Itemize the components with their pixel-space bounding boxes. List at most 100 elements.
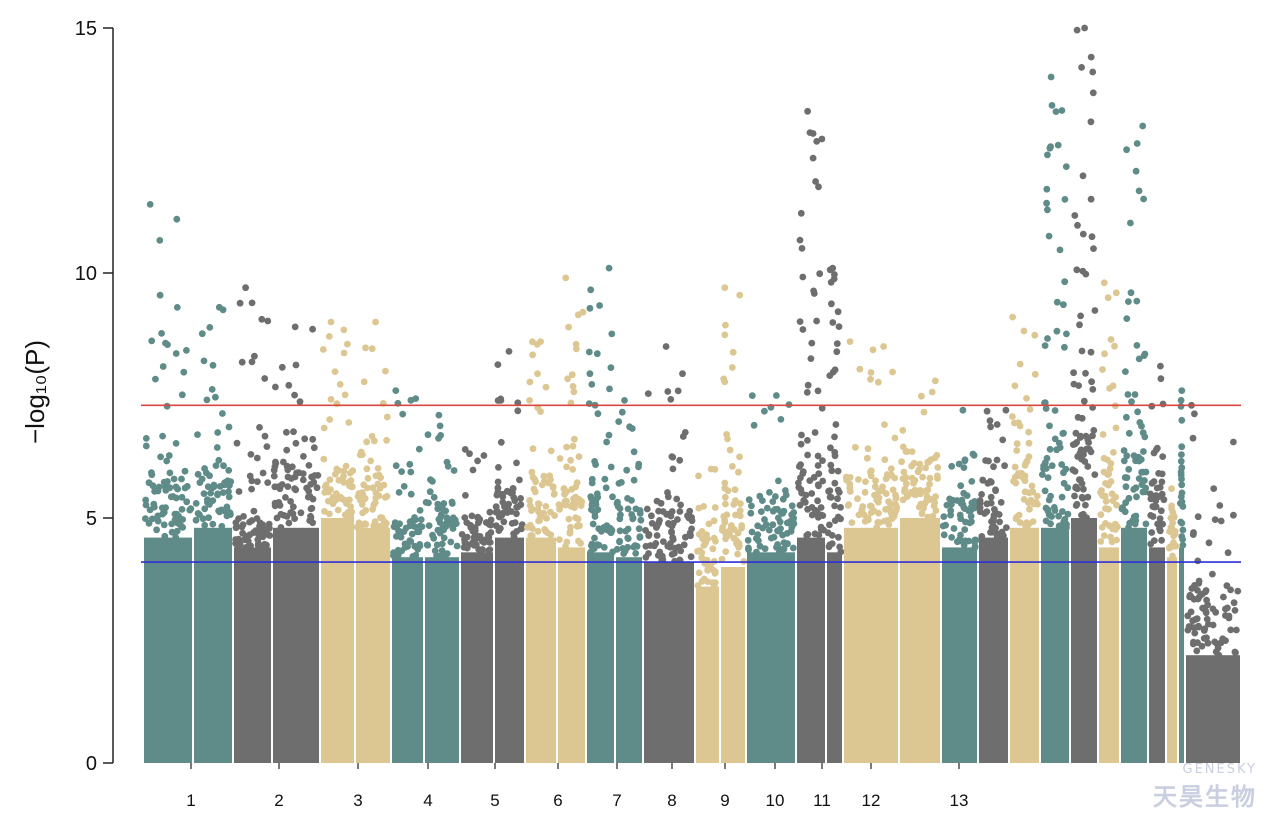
y-tick-label: 15 [75, 18, 97, 40]
snp-point [424, 541, 432, 549]
snp-point [1090, 427, 1098, 434]
snp-point [435, 411, 443, 419]
snp-point [493, 491, 501, 499]
snp-point [1026, 505, 1033, 513]
snp-point [172, 440, 180, 447]
snp-point [534, 370, 541, 378]
snp-point [392, 462, 400, 470]
snp-point [957, 482, 965, 490]
snp-point [1157, 362, 1164, 370]
snp-point [674, 387, 682, 395]
snp-point [1124, 391, 1132, 398]
snp-point [407, 468, 415, 476]
snp-point [834, 467, 842, 475]
chromosome-band [942, 547, 977, 763]
snp-point [542, 527, 550, 535]
snp-point [747, 509, 755, 517]
snp-point [618, 408, 626, 416]
snp-point [722, 548, 730, 555]
snp-point [873, 524, 880, 531]
snp-point [164, 478, 171, 485]
snp-point [837, 548, 845, 556]
snp-point [433, 541, 441, 549]
chromosome-label: 8 [667, 791, 676, 810]
snp-point [400, 483, 408, 490]
snp-point [1168, 485, 1175, 492]
snp-point [1209, 570, 1216, 578]
snp-point [892, 501, 900, 509]
snp-point [960, 504, 968, 511]
snp-point [664, 493, 672, 501]
snp-point [159, 363, 167, 370]
snp-point [236, 299, 244, 307]
snp-point [487, 529, 495, 536]
snp-point [920, 408, 928, 416]
snp-point [529, 473, 537, 481]
chromosome-band [721, 567, 745, 763]
snp-point [856, 365, 864, 373]
snp-point [225, 488, 232, 495]
snp-point [721, 331, 729, 339]
snp-point [261, 375, 269, 382]
snp-point [1061, 343, 1068, 351]
snp-point [509, 485, 517, 492]
snp-point [855, 476, 862, 483]
chromosome-band [1179, 547, 1184, 763]
snp-point [471, 526, 479, 534]
snp-point [632, 550, 640, 557]
snp-point [1056, 444, 1064, 451]
snp-point [154, 517, 162, 525]
snp-point [474, 457, 481, 465]
snp-point [961, 456, 969, 464]
snp-point [695, 530, 703, 538]
snp-point [246, 531, 254, 539]
snp-point [573, 522, 581, 530]
snp-point [956, 511, 964, 519]
snp-point [160, 508, 168, 516]
snp-point [1078, 511, 1085, 519]
snp-point [826, 487, 834, 495]
snp-point [1078, 414, 1086, 422]
snp-point [724, 487, 732, 495]
snp-point [769, 507, 777, 515]
snp-point [812, 178, 819, 185]
snp-point [1210, 485, 1218, 492]
snp-point [871, 491, 878, 499]
snp-point [461, 539, 469, 547]
snp-point [1222, 637, 1229, 644]
snp-point [411, 523, 418, 530]
snp-point [606, 524, 614, 532]
snp-point [374, 480, 382, 488]
chromosome-label: 2 [274, 791, 283, 810]
snp-point [486, 539, 493, 546]
snp-point [809, 154, 817, 162]
snp-point [1194, 587, 1201, 594]
snp-point [636, 534, 644, 541]
snp-point [271, 502, 279, 510]
snp-point [461, 446, 469, 453]
snp-point [867, 502, 875, 510]
snp-point [1178, 481, 1186, 489]
snp-point [709, 545, 717, 553]
snp-point [569, 466, 577, 473]
snp-point [609, 493, 616, 501]
snp-point [1211, 516, 1219, 523]
snp-point [1054, 141, 1062, 149]
snp-point [371, 499, 379, 506]
snp-point [1216, 502, 1224, 509]
snp-point [276, 485, 284, 493]
snp-point [201, 521, 209, 529]
snp-point [966, 519, 974, 527]
snp-point [705, 520, 713, 528]
snp-point [542, 383, 550, 391]
snp-point [978, 491, 985, 498]
snp-point [1125, 465, 1133, 473]
snp-point [1157, 375, 1165, 383]
snp-point [911, 486, 919, 494]
snp-point [534, 500, 542, 508]
chromosome-label: 12 [862, 791, 881, 810]
snp-point [885, 498, 892, 505]
snp-point [736, 291, 744, 299]
snp-point [991, 506, 998, 513]
snp-point [804, 505, 811, 513]
